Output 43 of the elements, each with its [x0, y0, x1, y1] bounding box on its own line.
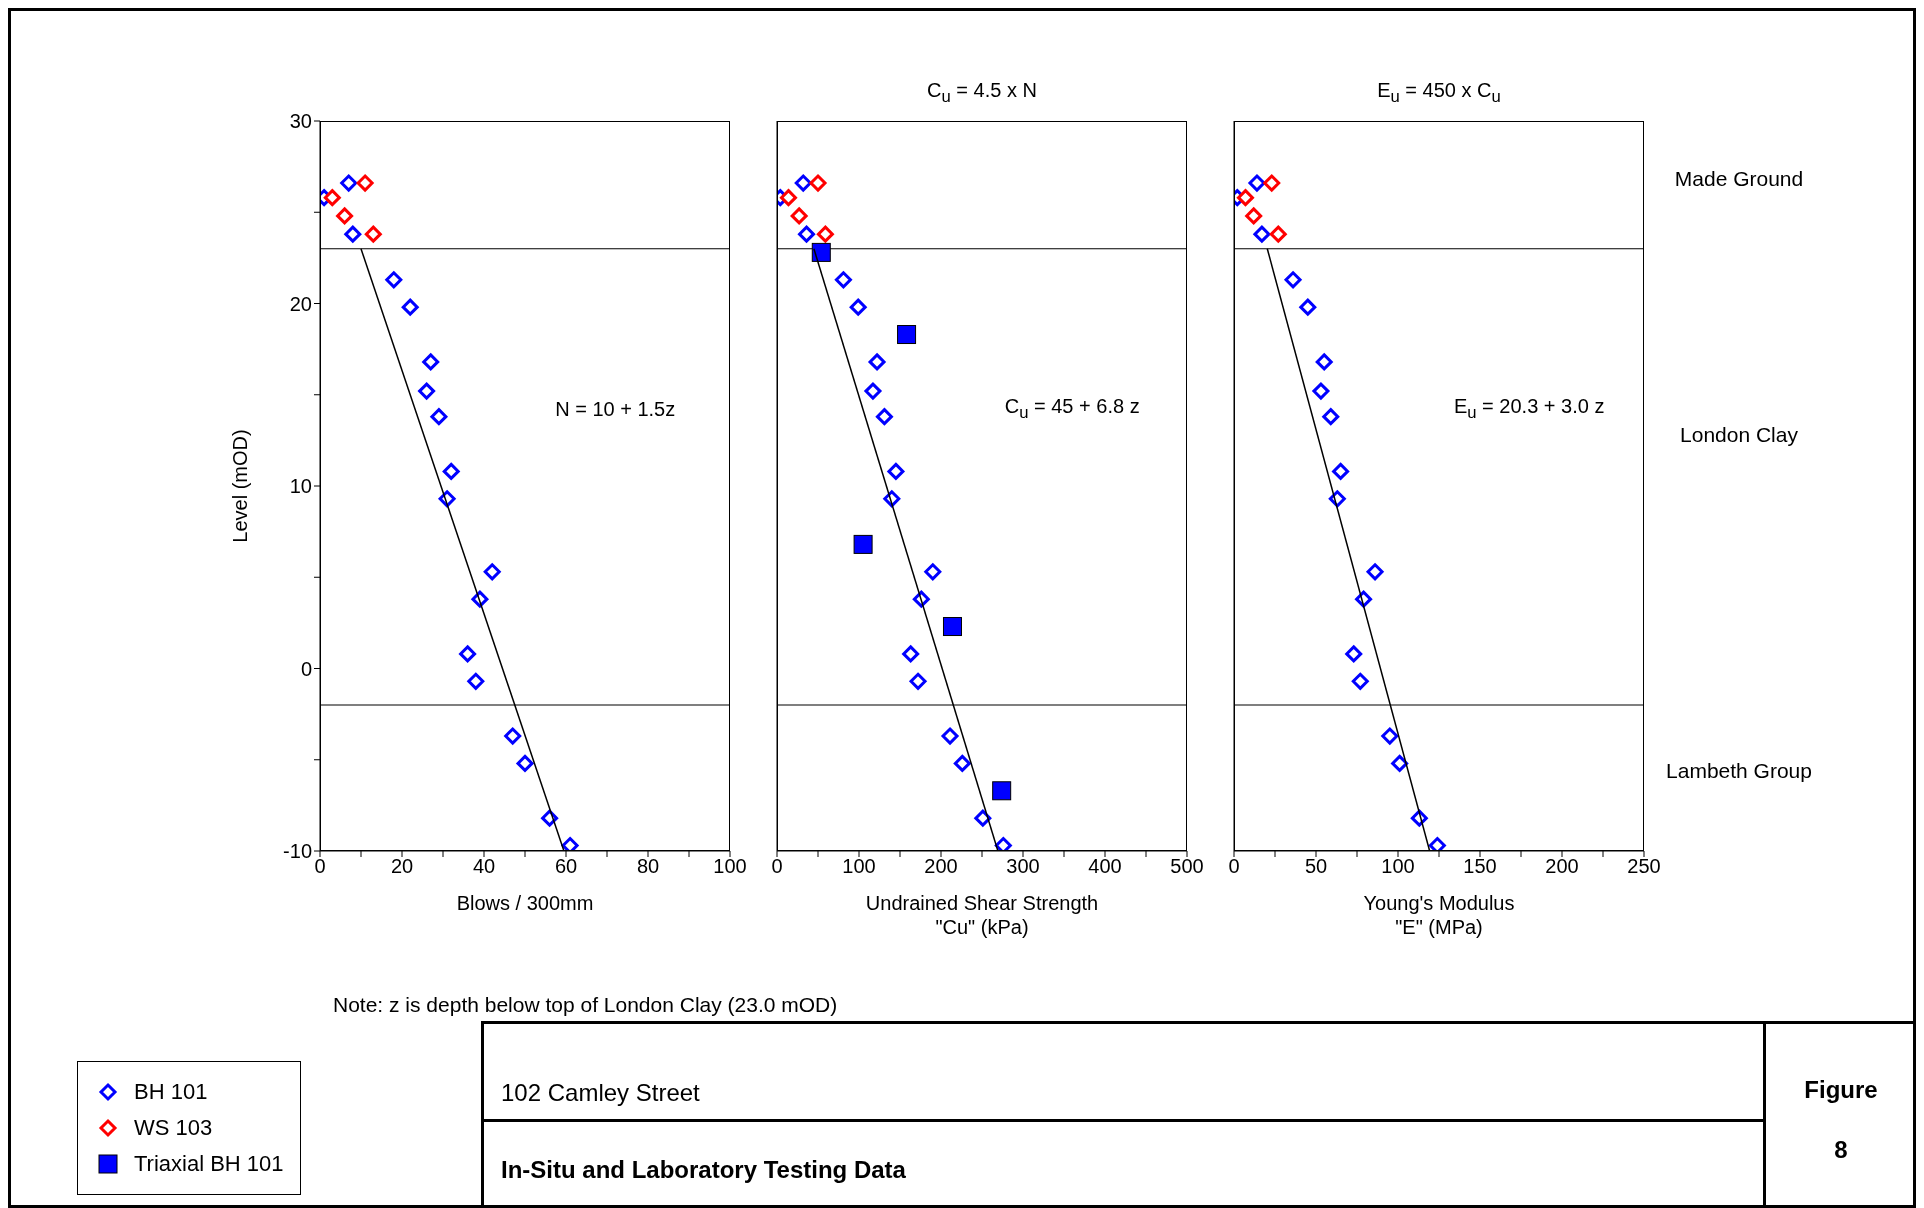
y-tick-label: 10: [289, 475, 312, 498]
y-tick-label: 0: [300, 657, 312, 680]
text: London Clay: [1680, 422, 1798, 446]
x-tick-label: 0: [771, 855, 783, 878]
x-tick-label: 100: [842, 855, 876, 878]
annotation: N = 10 + 1.5z: [555, 397, 676, 420]
x-tick-label: 150: [1463, 855, 1497, 878]
x-axis-title: Undrained Shear Strength "Cu" (kPa): [864, 891, 1100, 939]
text: Note: z is depth below top of London Clay (23.0 mOD): [333, 993, 838, 1017]
text: Made Ground: [1674, 167, 1804, 191]
x-tick-label: 60: [554, 855, 578, 878]
text: 102 Camley Street: [501, 1079, 700, 1107]
annotation: C$_{u}$ = 45 + 6.8 z: [1004, 395, 1140, 423]
x-tick-label: 200: [1545, 855, 1579, 878]
y-tick-label: 20: [289, 292, 312, 315]
x-tick-label: 100: [713, 855, 747, 878]
legend-label: WS 103: [134, 1115, 213, 1141]
x-tick-label: 250: [1627, 855, 1661, 878]
x-tick-label: 400: [1088, 855, 1122, 878]
y-axis-title: Level (mOD): [229, 429, 252, 543]
text: Figure: [1803, 1076, 1879, 1104]
x-tick-label: 100: [1381, 855, 1415, 878]
x-tick-label: 200: [924, 855, 958, 878]
y-tick-label: 30: [289, 110, 312, 133]
text: Lambeth Group: [1666, 758, 1812, 782]
x-tick-label: 0: [1228, 855, 1240, 878]
legend-label: Triaxial BH 101: [134, 1151, 284, 1177]
x-tick-label: 0: [314, 855, 326, 878]
x-tick-label: 50: [1304, 855, 1328, 878]
x-axis-title: Young's Modulus "E" (MPa): [1362, 891, 1516, 939]
chart-title: E$_{u}$ = 450 x C$_{u}$: [1377, 79, 1501, 106]
legend-label: BH 101: [134, 1079, 208, 1105]
x-tick-label: 40: [472, 855, 496, 878]
x-axis-title: Blows / 300mm: [455, 891, 595, 915]
x-tick-label: 80: [636, 855, 660, 878]
text: 8: [1833, 1136, 1849, 1164]
x-tick-label: 20: [390, 855, 414, 878]
y-tick-label: -10: [283, 840, 312, 863]
text: In-Situ and Laboratory Testing Data: [501, 1156, 906, 1184]
x-tick-label: 300: [1006, 855, 1040, 878]
chart-title: C$_{u}$ = 4.5 x N: [927, 79, 1037, 106]
x-tick-label: 500: [1170, 855, 1204, 878]
annotation: E$_{u}$ = 20.3 + 3.0 z: [1453, 395, 1605, 423]
